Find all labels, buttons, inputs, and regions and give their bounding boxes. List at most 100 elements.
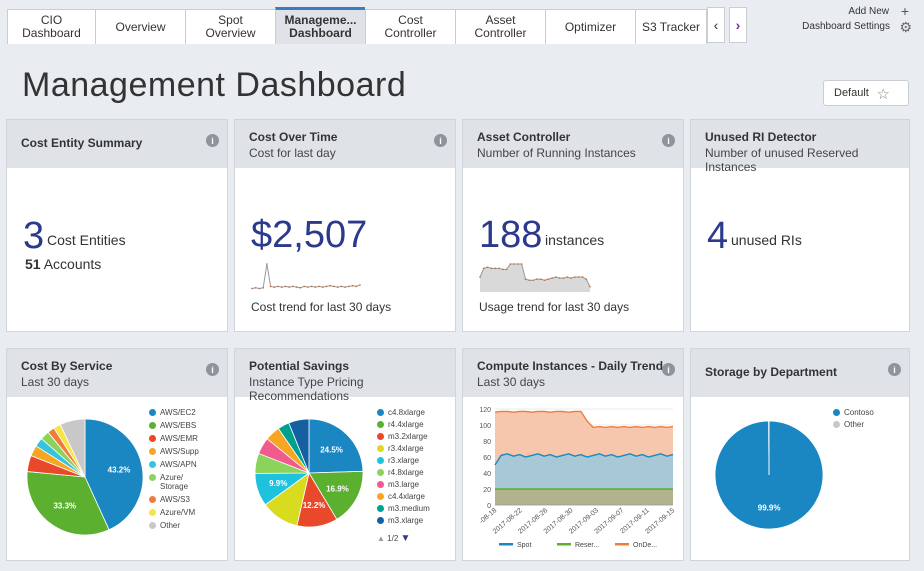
dashboard-settings-link[interactable]: Dashboard Settings <box>802 21 890 32</box>
sparkline-point <box>520 263 523 265</box>
legend-label[interactable]: Reser... <box>575 542 599 549</box>
page-title: Management Dashboard <box>22 66 407 104</box>
gear-icon[interactable]: ⚙ <box>899 19 912 35</box>
sparkline-point <box>277 285 279 288</box>
legend-item[interactable]: r4.4xlarge <box>377 420 430 429</box>
legend-swatch <box>377 469 384 476</box>
legend-item[interactable]: AWS/EMR <box>149 434 199 443</box>
pie-slice[interactable] <box>308 470 364 520</box>
pager-up-icon[interactable]: ▲ <box>377 534 385 543</box>
storage-by-department-pie: 99.9% <box>714 420 824 530</box>
unused-ri-detector-card: Unused RI Detector Number of unused Rese… <box>690 119 910 332</box>
legend-swatch <box>615 543 629 546</box>
legend-item[interactable]: AWS/S3 <box>149 495 199 504</box>
card-subtitle: Cost for last day <box>249 146 336 160</box>
pager-down-icon[interactable]: ▼ <box>400 533 411 544</box>
legend-item[interactable]: Azure/Storage <box>149 473 199 491</box>
pie-slice[interactable] <box>308 418 364 474</box>
info-icon[interactable]: i <box>206 363 219 376</box>
info-icon[interactable]: i <box>662 363 675 376</box>
card-header: Storage by Department i <box>691 349 909 397</box>
sparkline-point <box>524 278 527 280</box>
sparkline-point <box>318 285 320 288</box>
default-dashboard-button[interactable]: Default ☆ <box>823 80 909 106</box>
legend-item[interactable]: Other <box>149 521 199 530</box>
legend-item[interactable]: AWS/EC2 <box>149 408 199 417</box>
legend-item[interactable]: Contoso <box>833 408 874 417</box>
storage-by-department-card: Storage by Department i 99.9% Contoso Oth… <box>690 348 910 561</box>
tab-optimizer[interactable]: Optimizer <box>545 9 635 44</box>
cost-trend-sparkline <box>251 263 361 290</box>
cost-entities-label: Cost Entities <box>47 232 126 248</box>
sparkline-point <box>577 276 580 278</box>
legend-swatch <box>149 435 156 442</box>
pie-slice[interactable] <box>59 418 86 478</box>
legend-label[interactable]: Spot <box>517 542 531 549</box>
tab-label-line1: Manageme... <box>284 13 357 27</box>
pie-data-label: 12.2% <box>303 501 326 510</box>
legend-label: AWS/Supp <box>160 447 199 456</box>
cost-value: $2,507 <box>251 214 368 256</box>
legend-item[interactable]: Other <box>833 420 874 429</box>
tab-scroll-left-button[interactable]: ‹ <box>707 7 725 43</box>
legend-item[interactable]: AWS/Supp <box>149 447 199 456</box>
legend-swatch <box>149 496 156 503</box>
instances-label: instances <box>545 232 605 248</box>
info-icon[interactable]: i <box>434 134 447 147</box>
legend-item[interactable]: r3.xlarge <box>377 456 430 465</box>
legend-item[interactable]: m3.xlarge <box>377 516 430 525</box>
sparkline-point <box>505 268 508 271</box>
sparkline-point <box>321 286 324 288</box>
legend-item[interactable]: AWS/EBS <box>149 421 199 430</box>
legend-item[interactable]: AWS/APN <box>149 460 199 469</box>
legend-label[interactable]: OnDe... <box>633 542 657 549</box>
usage-trend-sparkline <box>479 263 591 292</box>
asset-controller-card: Asset Controller Number of Running Insta… <box>462 119 684 332</box>
potential-savings-pie: 24.5% 16.9%12.2% 9.9% <box>254 418 364 528</box>
sparkline-point <box>543 279 546 282</box>
legend-label: r4.4xlarge <box>388 420 424 429</box>
legend-item[interactable]: r4.8xlarge <box>377 468 430 477</box>
tab-cost[interactable]: Cost Controller <box>365 9 455 44</box>
tab-spot[interactable]: Spot Overview <box>185 9 275 44</box>
legend-item[interactable]: c4.8xlarge <box>377 408 430 417</box>
legend-label: AWS/EMR <box>160 434 198 443</box>
series-line-spot <box>494 453 674 466</box>
info-icon[interactable]: i <box>888 363 901 376</box>
legend-swatch <box>377 445 384 452</box>
tab-overview[interactable]: Overview <box>95 9 185 44</box>
tab-manageme[interactable]: Manageme... Dashboard <box>275 7 365 44</box>
legend-item[interactable]: c4.4xlarge <box>377 492 430 501</box>
legend-item[interactable]: r3.4xlarge <box>377 444 430 453</box>
sparkline-point <box>344 286 346 288</box>
info-icon[interactable]: i <box>206 134 219 147</box>
add-new-link[interactable]: Add New <box>848 6 889 17</box>
sparkline-point <box>558 277 561 279</box>
legend-item[interactable]: m3.medium <box>377 504 430 513</box>
pie-data-label: 16.9% <box>326 485 349 494</box>
info-icon[interactable]: i <box>662 134 675 147</box>
tab-scroll-right-button[interactable]: › <box>729 7 747 43</box>
tab-s3-tracker[interactable]: S3 Tracker <box>635 9 707 44</box>
sparkline-point <box>269 285 272 288</box>
sparkline-point <box>490 267 493 270</box>
pie-data-label: 43.2% <box>108 466 131 475</box>
tab-asset[interactable]: Asset Controller <box>455 9 545 44</box>
pie-slice[interactable] <box>288 418 310 474</box>
accounts-count: 51 <box>25 256 41 272</box>
legend-label: m3.2xlarge <box>388 432 428 441</box>
legend-item[interactable]: Azure/VM <box>149 508 199 517</box>
pie-slice[interactable] <box>84 418 144 531</box>
card-header: Compute Instances - Daily Trend Last 30 … <box>463 349 683 397</box>
sparkline-point <box>482 267 485 270</box>
tab-cio[interactable]: CIO Dashboard <box>7 9 95 44</box>
legend-item[interactable]: m3.2xlarge <box>377 432 430 441</box>
sparkline-point <box>566 276 569 278</box>
chevron-left-icon: ‹ <box>713 17 719 33</box>
sparkline-point <box>254 287 257 289</box>
accounts-label: Accounts <box>43 256 102 272</box>
pie-slice[interactable] <box>26 471 110 536</box>
plus-icon[interactable]: + <box>900 3 909 19</box>
legend-item[interactable]: m3.large <box>377 480 430 489</box>
sparkline-point <box>547 278 550 280</box>
